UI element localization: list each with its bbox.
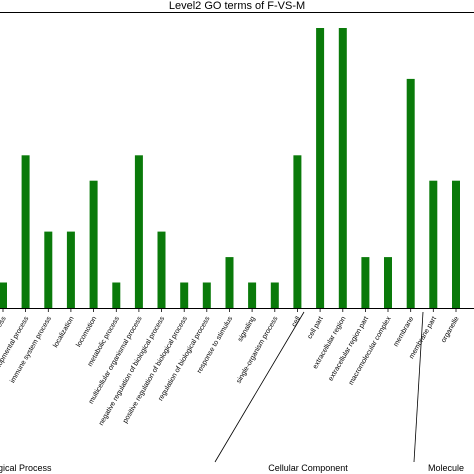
group-label: gical Process: [0, 463, 52, 473]
bar: [66, 231, 75, 308]
bar: [293, 155, 302, 308]
x-tick-label: cell part: [307, 315, 325, 340]
group-separator: [214, 311, 305, 463]
bar: [21, 155, 30, 308]
group-label: Molecule: [428, 463, 464, 473]
bar: [225, 257, 234, 308]
bar: [134, 155, 143, 308]
bar: [157, 231, 166, 308]
chart-title: Level2 GO terms of F-VS-M: [169, 0, 305, 12]
bar: [384, 257, 392, 308]
x-tick-label: macromolecular complex: [348, 315, 393, 386]
x-tick-label: immune system process: [9, 315, 53, 384]
bar: [180, 282, 189, 308]
bar: [429, 180, 438, 308]
bar: [316, 28, 325, 308]
bar: [338, 28, 347, 308]
x-tick-label: extracellular region part: [327, 315, 370, 382]
group-labels-layer: gical Process Cellular Component Molecule: [0, 311, 464, 473]
bar: [361, 257, 370, 308]
bar: [0, 282, 7, 308]
bar: [89, 180, 98, 308]
x-tick-label: cell: [291, 315, 303, 328]
bar: [248, 282, 257, 308]
group-separator: [413, 311, 424, 463]
x-tick-label: single-organism process: [236, 315, 280, 385]
x-tick-label: localization: [52, 315, 75, 349]
bar: [452, 180, 460, 308]
x-tick-label: membrane: [393, 315, 416, 348]
x-tick-label: locomotion: [75, 315, 98, 348]
bars-layer: [0, 28, 460, 309]
group-label: Cellular Component: [268, 463, 348, 473]
bar: [406, 78, 415, 309]
bar: [44, 231, 53, 308]
bar: [112, 282, 121, 308]
bar: [202, 282, 211, 308]
ticks-layer: [2, 308, 457, 312]
x-tick-label: al process: [0, 315, 8, 347]
x-tick-label: signaling: [237, 315, 257, 343]
x-tick-label: organelle: [440, 315, 461, 344]
x-tick-label: org: [472, 315, 474, 327]
bar: [270, 282, 279, 308]
